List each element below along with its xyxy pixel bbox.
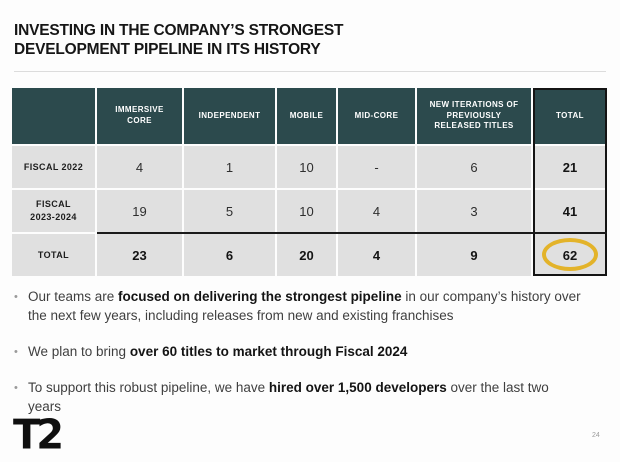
bullet-dot-icon: • — [14, 346, 18, 358]
cell-total-mobile: 20 — [277, 234, 336, 276]
bullet-text-post: over the last two years — [28, 380, 549, 414]
title-divider — [14, 71, 606, 72]
cell-fy22-mid-core: - — [338, 146, 415, 188]
cell-fy2324-new-iterations: 3 — [417, 190, 531, 232]
row-label-fiscal-2022: FISCAL 2022 — [12, 146, 95, 188]
cell-fy2324-mobile: 10 — [277, 190, 336, 232]
bullet-item-pipeline-focus: • Our teams are focused on delivering the… — [14, 287, 582, 325]
header-cell-immersive-core: IMMERSIVE CORE — [97, 88, 182, 144]
bullet-text-bold: hired over 1,500 developers — [268, 380, 447, 395]
cell-fy2324-total: 41 — [533, 190, 607, 232]
slide-title: INVESTING IN THE COMPANY’S STRONGEST DEV… — [14, 22, 574, 59]
cell-fy2324-mid-core: 4 — [338, 190, 415, 232]
row-label-total: TOTAL — [12, 234, 95, 276]
cell-fy22-new-iterations: 6 — [417, 146, 531, 188]
bullet-text-bold: focused on delivering the strongest pipe… — [118, 289, 402, 304]
cell-total-grand-total: 62 — [533, 234, 607, 276]
bullet-dot-icon: • — [14, 382, 18, 394]
bullet-text-pre: To support this robust pipeline, we have — [28, 380, 269, 395]
take-two-logo: T2 — [13, 411, 64, 459]
bullet-text-pre: Our teams are — [28, 289, 119, 304]
cell-fy22-independent: 1 — [184, 146, 275, 188]
pipeline-table: IMMERSIVE CORE INDEPENDENT MOBILE MID-CO… — [12, 88, 607, 276]
bullet-text-bold: over 60 titles to market through Fiscal … — [129, 344, 408, 359]
slide-title-line1: INVESTING IN THE COMPANY’S STRONGEST — [14, 22, 344, 39]
cell-fy2324-immersive-core: 19 — [97, 190, 182, 232]
cell-fy22-immersive-core: 4 — [97, 146, 182, 188]
header-cell-mid-core: MID-CORE — [338, 88, 415, 144]
header-cell-empty — [12, 88, 95, 144]
cell-fy22-total: 21 — [533, 146, 607, 188]
header-cell-independent: INDEPENDENT — [184, 88, 275, 144]
bullet-item-60-titles: • We plan to bring over 60 titles to mark… — [14, 342, 582, 361]
bullet-list: • Our teams are focused on delivering the… — [14, 287, 582, 433]
header-cell-total: TOTAL — [533, 88, 607, 144]
cell-total-immersive-core: 23 — [97, 234, 182, 276]
bullet-dot-icon: • — [14, 291, 18, 303]
slide-title-line2: DEVELOPMENT PIPELINE IN ITS HISTORY — [14, 40, 321, 58]
cell-fy2324-independent: 5 — [184, 190, 275, 232]
header-cell-new-iterations: NEW ITERATIONS OF PREVIOUSLY RELEASED TI… — [417, 88, 531, 144]
cell-total-independent: 6 — [184, 234, 275, 276]
row-label-fiscal-2023-2024: FISCAL 2023-2024 — [12, 190, 95, 232]
header-cell-mobile: MOBILE — [277, 88, 336, 144]
bullet-text-pre: We plan to bring — [28, 344, 130, 359]
bullet-text-post: in our company’s history over the next f… — [28, 289, 581, 323]
cell-fy22-mobile: 10 — [277, 146, 336, 188]
bullet-item-developers-hired: • To support this robust pipeline, we hav… — [14, 378, 582, 416]
page-number: 24 — [592, 432, 600, 439]
cell-total-new-iterations: 9 — [417, 234, 531, 276]
cell-total-mid-core: 4 — [338, 234, 415, 276]
